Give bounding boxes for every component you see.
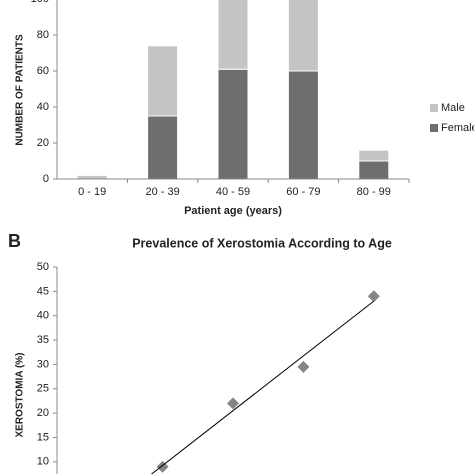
- bar-segment: [217, 0, 249, 70]
- x-tick-label: 40 - 59: [216, 186, 250, 198]
- legend-swatch: [430, 104, 438, 112]
- bar-segment: [358, 160, 390, 180]
- x-tick-label: 80 - 99: [357, 186, 391, 198]
- y-tick-label: 10: [37, 456, 49, 468]
- bar-segment: [147, 115, 179, 180]
- y-tick-label: 80: [37, 29, 49, 41]
- bar-segment: [147, 45, 179, 117]
- y-axis-title: NUMBER OF PATIENTS: [15, 34, 26, 146]
- y-tick-label: 20: [37, 137, 49, 149]
- y-tick-label: 30: [37, 358, 49, 370]
- x-axis-title: Patient age (years): [184, 205, 282, 217]
- y-tick-label: 35: [37, 334, 49, 346]
- bar-segment: [287, 70, 319, 180]
- bar-segment: [217, 68, 249, 180]
- y-tick-label: 25: [37, 383, 49, 395]
- plot-a: [76, 0, 390, 180]
- x-tick-label: 20 - 39: [145, 186, 179, 198]
- bar-segment: [287, 0, 319, 72]
- plot-b: [150, 290, 380, 474]
- point: [367, 290, 380, 303]
- y-tick-label: 20: [37, 407, 49, 419]
- panel-label: B: [8, 231, 21, 251]
- bar-segment: [76, 174, 108, 180]
- y-tick-label: 45: [37, 285, 49, 297]
- y-tick-label: 100: [31, 0, 49, 5]
- y-tick-label: 15: [37, 431, 49, 443]
- legend-label: Male: [441, 102, 465, 114]
- x-tick-label: 60 - 79: [286, 186, 320, 198]
- y-tick-label: 40: [37, 310, 49, 322]
- y-tick-label: 40: [37, 101, 49, 113]
- point: [227, 397, 239, 410]
- bar-segment: [358, 149, 390, 162]
- y-tick-label: 0: [43, 173, 49, 185]
- chart-title: Prevalence of Xerostomia According to Ag…: [132, 236, 392, 250]
- point: [297, 360, 310, 373]
- legend-label: Female: [441, 122, 474, 134]
- x-tick-label: 0 - 19: [78, 186, 106, 198]
- y-axis-title: XEROSTOMIA (%): [15, 352, 26, 437]
- y-tick-label: 50: [37, 261, 49, 273]
- trendline: [150, 300, 375, 474]
- legend-swatch: [430, 124, 438, 132]
- y-tick-label: 60: [37, 65, 49, 77]
